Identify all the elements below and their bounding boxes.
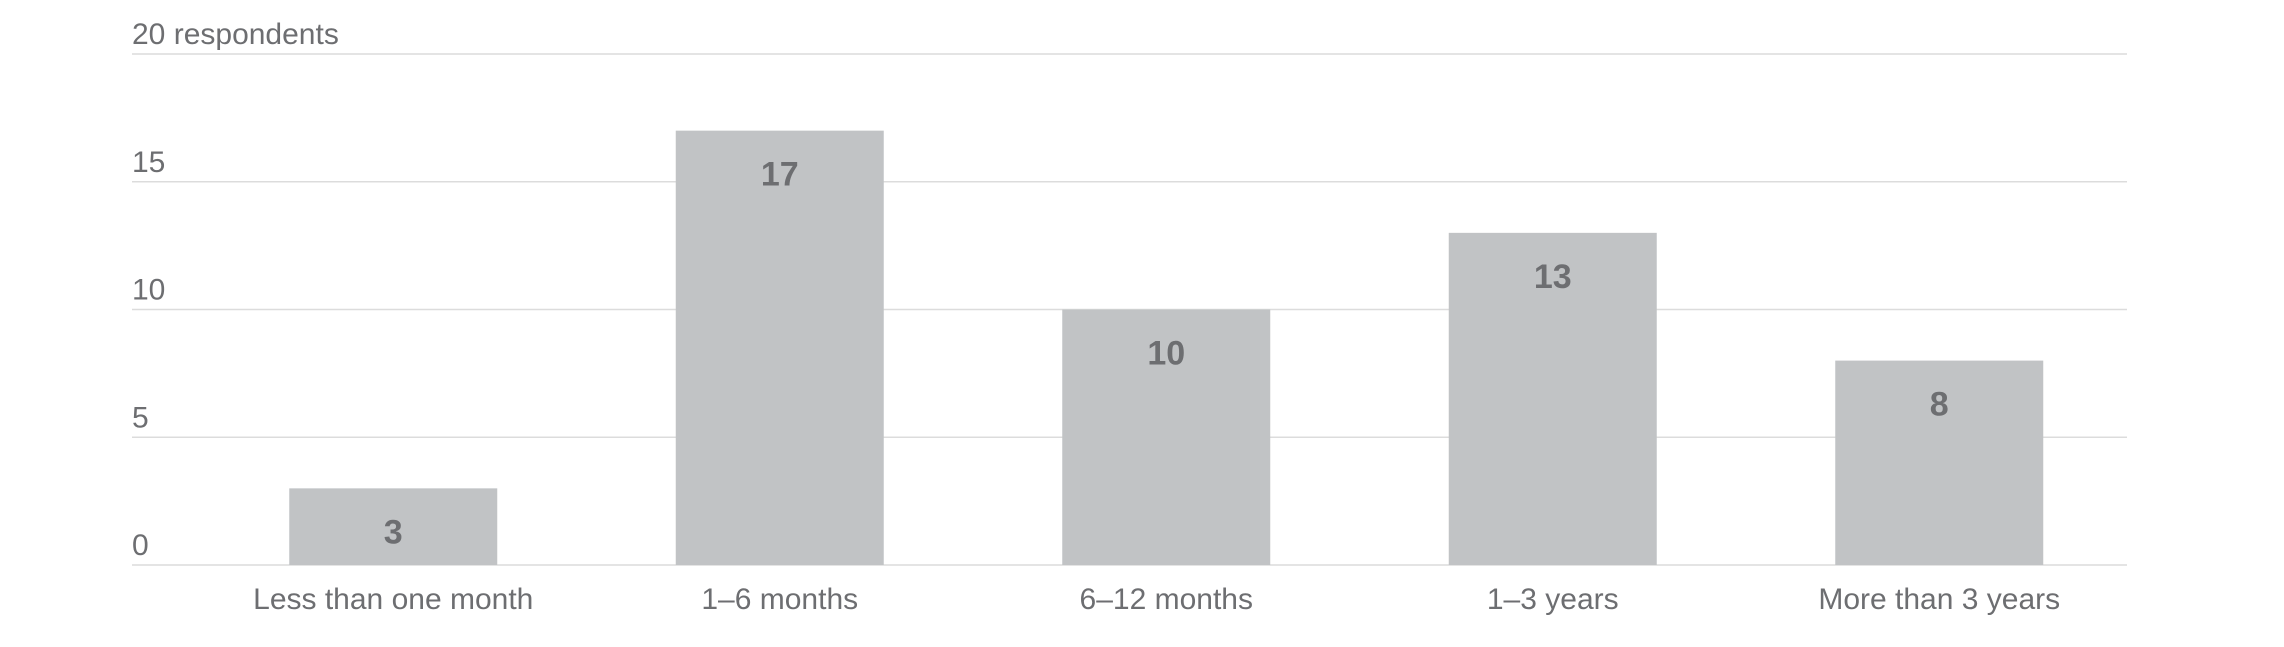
y-tick-label: 0 — [132, 529, 149, 562]
bar — [1448, 232, 1657, 565]
y-tick-label: 10 — [132, 274, 165, 307]
x-tick-label: 1–6 months — [701, 583, 858, 616]
bar — [289, 488, 498, 565]
x-tick-label: More than 3 years — [1818, 583, 2060, 616]
bar — [675, 130, 884, 565]
value-label: 10 — [1147, 335, 1185, 373]
y-tick-label: 5 — [132, 401, 149, 434]
x-tick-label: 1–3 years — [1487, 583, 1619, 616]
bar — [1062, 309, 1271, 565]
x-tick-label: Less than one month — [253, 583, 533, 616]
y-tick-label: 15 — [132, 146, 165, 179]
x-tick-label: 6–12 months — [1080, 583, 1253, 616]
bar — [1835, 360, 2044, 565]
value-label: 17 — [761, 156, 799, 194]
value-label: 13 — [1534, 258, 1572, 296]
y-tick-label: 20 respondents — [132, 18, 339, 51]
value-label: 3 — [384, 513, 403, 551]
value-label: 8 — [1930, 386, 1949, 424]
